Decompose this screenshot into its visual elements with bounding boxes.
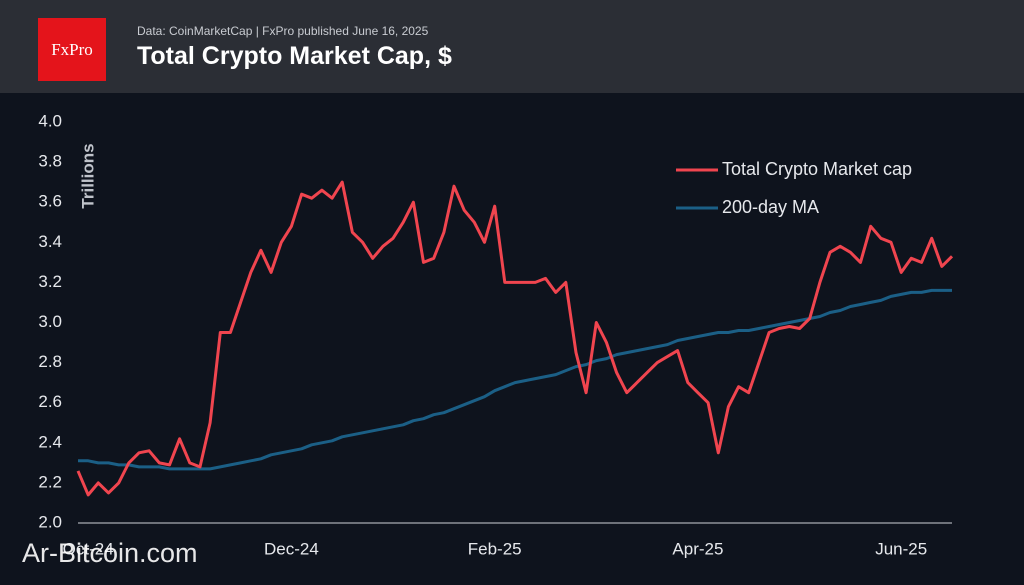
x-tick-label: Oct-24: [63, 539, 114, 558]
y-tick-label: 3.0: [38, 312, 62, 331]
y-tick-label: 2.6: [38, 392, 62, 411]
x-tick-label: Jun-25: [875, 539, 927, 558]
y-tick-label: 2.4: [38, 432, 62, 451]
chart-title: Total Crypto Market Cap, $: [137, 42, 452, 70]
y-tick-label: 3.8: [38, 152, 62, 171]
y-tick-label: 3.6: [38, 192, 62, 211]
y-tick-label: 3.4: [38, 232, 62, 251]
y-tick-label: 2.8: [38, 352, 62, 371]
series-line: [78, 288, 952, 471]
x-tick-label: Dec-24: [264, 539, 319, 558]
header: FxPro Data: CoinMarketCap | FxPro publis…: [0, 0, 1024, 93]
y-tick-label: 2.0: [38, 512, 62, 531]
watermark: Ar-Bitcoin.com: [22, 538, 198, 568]
y-tick-label: 4.0: [38, 111, 62, 130]
legend-label: Total Crypto Market cap: [722, 159, 912, 179]
x-tick-label: Feb-25: [468, 539, 522, 558]
y-axis-label: Trillions: [78, 143, 97, 208]
legend-label: 200-day MA: [722, 197, 819, 217]
series-line: [76, 180, 954, 497]
y-tick-label: 2.2: [38, 472, 62, 491]
x-tick-label: Apr-25: [672, 539, 723, 558]
y-tick-label: 3.2: [38, 272, 62, 291]
logo: FxPro: [38, 18, 106, 81]
source-note: Data: CoinMarketCap | FxPro published Ju…: [137, 24, 429, 38]
